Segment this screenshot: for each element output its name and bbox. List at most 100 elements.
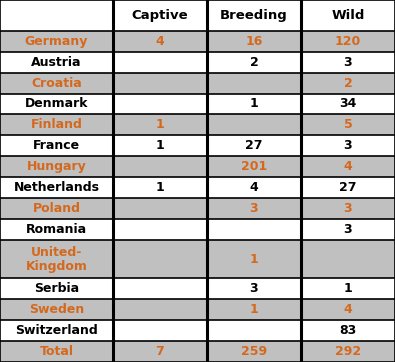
Bar [301,240,395,278]
Bar [301,73,395,93]
Bar [0,219,113,240]
Bar [207,320,301,341]
Bar [207,52,301,73]
Bar [207,73,301,93]
Text: 34: 34 [339,97,357,110]
Text: 16: 16 [245,35,263,48]
Bar [0,278,113,299]
Text: 27: 27 [245,139,263,152]
Bar [113,240,207,278]
Bar [113,52,207,73]
Text: 1: 1 [156,118,164,131]
Bar [113,31,207,52]
Bar [113,114,207,135]
Text: 4: 4 [250,181,258,194]
Text: 2: 2 [250,56,258,69]
Text: Total: Total [40,345,73,358]
Bar [301,93,395,114]
Bar [207,156,301,177]
Bar [113,0,207,31]
Text: Hungary: Hungary [26,160,87,173]
Text: 1: 1 [156,181,164,194]
Text: 201: 201 [241,160,267,173]
Bar [301,341,395,362]
Text: 3: 3 [344,56,352,69]
Bar [207,299,301,320]
Bar [0,52,113,73]
Bar [0,177,113,198]
Text: 1: 1 [344,282,352,295]
Bar [0,198,113,219]
Text: Croatia: Croatia [31,77,82,89]
Text: Switzerland: Switzerland [15,324,98,337]
Text: 292: 292 [335,345,361,358]
Text: 7: 7 [156,345,164,358]
Text: Breeding: Breeding [220,9,288,22]
Bar [301,278,395,299]
Text: 120: 120 [335,35,361,48]
Bar [113,320,207,341]
Text: Finland: Finland [30,118,83,131]
Bar [113,341,207,362]
Bar [113,135,207,156]
Bar [301,177,395,198]
Bar [207,240,301,278]
Bar [207,31,301,52]
Bar [113,156,207,177]
Bar [207,341,301,362]
Text: United-
Kingdom: United- Kingdom [26,246,87,273]
Text: Austria: Austria [31,56,82,69]
Text: 1: 1 [156,139,164,152]
Bar [207,93,301,114]
Bar [113,73,207,93]
Bar [207,177,301,198]
Text: Romania: Romania [26,223,87,236]
Bar [0,93,113,114]
Bar [113,299,207,320]
Bar [0,299,113,320]
Text: France: France [33,139,80,152]
Text: 3: 3 [250,202,258,215]
Bar [301,219,395,240]
Bar [207,0,301,31]
Bar [207,219,301,240]
Text: 27: 27 [339,181,357,194]
Bar [113,177,207,198]
Text: 83: 83 [339,324,357,337]
Bar [301,320,395,341]
Text: 4: 4 [344,303,352,316]
Bar [113,198,207,219]
Text: Poland: Poland [32,202,81,215]
Text: 3: 3 [344,139,352,152]
Bar [0,0,113,31]
Text: 4: 4 [344,160,352,173]
Bar [301,31,395,52]
Bar [301,299,395,320]
Bar [113,93,207,114]
Bar [0,240,113,278]
Bar [0,341,113,362]
Text: 4: 4 [156,35,164,48]
Text: 3: 3 [250,282,258,295]
Bar [301,156,395,177]
Bar [0,320,113,341]
Bar [301,198,395,219]
Bar [0,114,113,135]
Bar [207,114,301,135]
Bar [0,73,113,93]
Bar [0,31,113,52]
Text: 5: 5 [344,118,352,131]
Text: 1: 1 [250,303,258,316]
Text: Denmark: Denmark [25,97,88,110]
Bar [207,278,301,299]
Text: Wild: Wild [331,9,365,22]
Text: Netherlands: Netherlands [13,181,100,194]
Bar [207,135,301,156]
Bar [301,52,395,73]
Text: Germany: Germany [25,35,88,48]
Bar [0,156,113,177]
Bar [207,198,301,219]
Text: 259: 259 [241,345,267,358]
Text: 3: 3 [344,202,352,215]
Bar [0,135,113,156]
